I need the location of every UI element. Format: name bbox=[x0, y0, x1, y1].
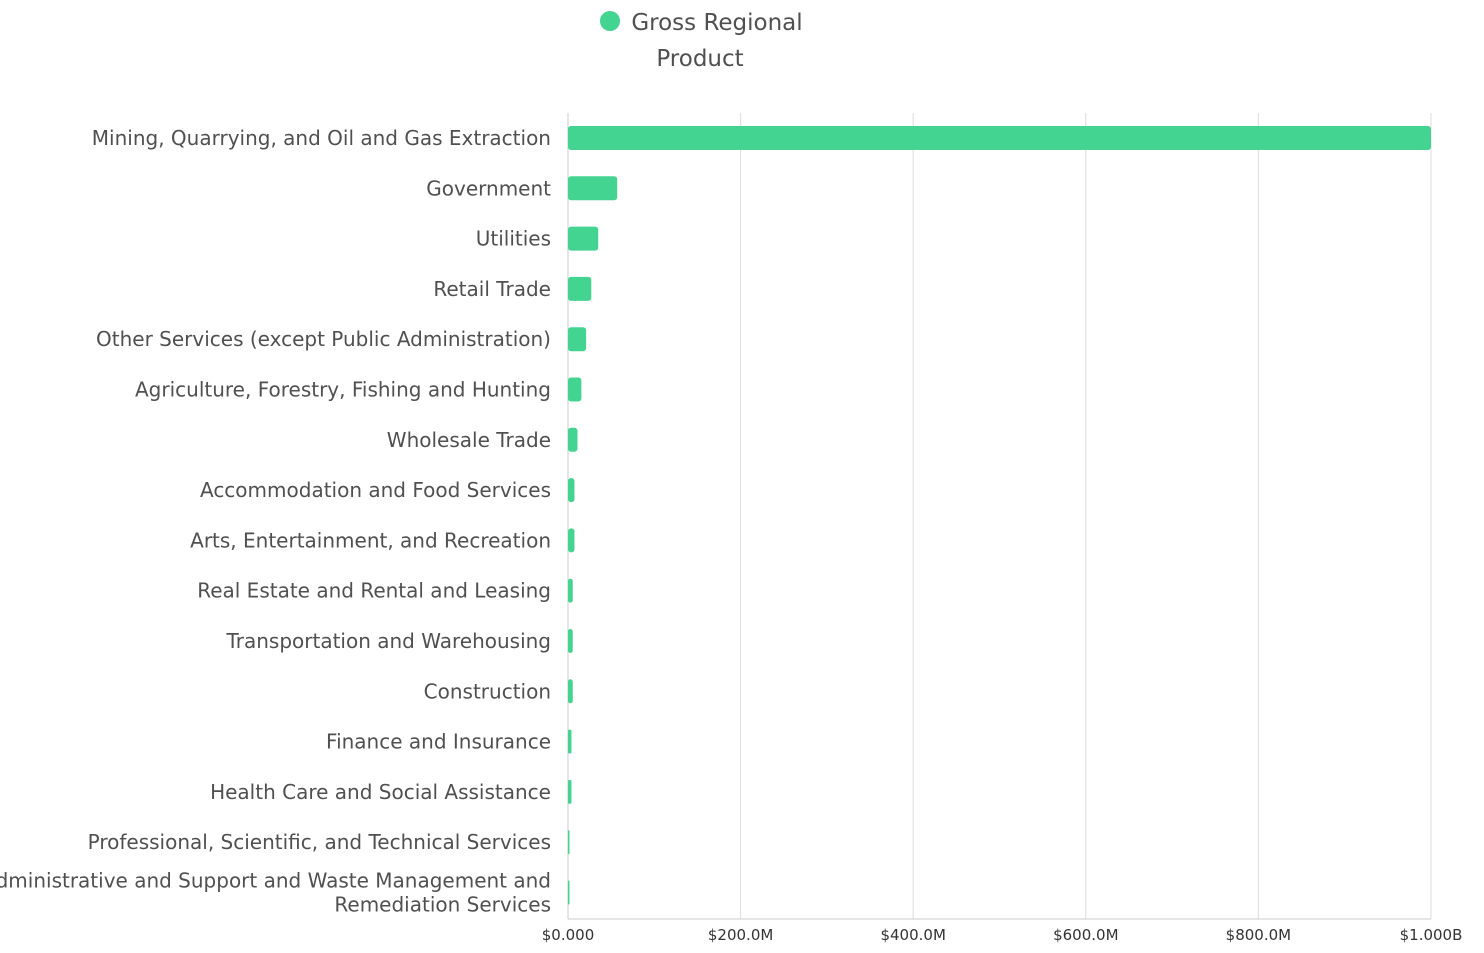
x-tick-label: $0.000 bbox=[542, 926, 595, 944]
bar[interactable] bbox=[568, 427, 578, 452]
category-labels: Mining, Quarrying, and Oil and Gas Extra… bbox=[0, 126, 551, 917]
bar[interactable] bbox=[568, 226, 599, 251]
bar[interactable] bbox=[568, 779, 572, 804]
bar[interactable] bbox=[568, 276, 592, 301]
legend-marker bbox=[600, 11, 620, 31]
category-label: Transportation and Warehousing bbox=[225, 629, 551, 653]
category-label: Real Estate and Rental and Leasing bbox=[197, 579, 551, 603]
x-tick-label: $1.000B bbox=[1400, 926, 1463, 944]
x-tick-label: $800.0M bbox=[1226, 926, 1291, 944]
bar[interactable] bbox=[568, 679, 573, 704]
bar[interactable] bbox=[568, 830, 570, 855]
category-label: Finance and Insurance bbox=[326, 730, 551, 754]
bar[interactable] bbox=[568, 176, 618, 201]
bar[interactable] bbox=[568, 327, 587, 352]
bar[interactable] bbox=[568, 478, 575, 503]
category-label: Mining, Quarrying, and Oil and Gas Extra… bbox=[92, 126, 551, 150]
x-axis-ticks: $0.000 $200.0M $400.0M $600.0M $800.0M $1.000… bbox=[542, 926, 1463, 944]
gridlines bbox=[567, 113, 1432, 920]
x-tick-label: $600.0M bbox=[1053, 926, 1118, 944]
category-label: Agriculture, Forestry, Fishing and Hunti… bbox=[135, 378, 551, 402]
x-tick-label: $400.0M bbox=[880, 926, 945, 944]
category-label: Other Services (except Public Administra… bbox=[96, 327, 551, 351]
bar[interactable] bbox=[568, 528, 575, 553]
category-label: Professional, Scientific, and Technical … bbox=[88, 830, 551, 854]
category-label: Administrative and Support and Waste Man… bbox=[0, 869, 551, 917]
legend-label: Gross Regional Product bbox=[631, 10, 802, 72]
category-label: Government bbox=[426, 176, 551, 200]
x-tick-label: $200.0M bbox=[708, 926, 773, 944]
bars bbox=[568, 126, 1431, 905]
bar[interactable] bbox=[568, 377, 582, 402]
bar[interactable] bbox=[568, 126, 1431, 150]
legend[interactable]: Gross Regional Product bbox=[600, 10, 803, 72]
category-label: Utilities bbox=[476, 227, 551, 251]
category-label: Retail Trade bbox=[433, 277, 551, 301]
category-label: Health Care and Social Assistance bbox=[210, 780, 551, 804]
category-label: Arts, Entertainment, and Recreation bbox=[190, 528, 551, 552]
bar[interactable] bbox=[568, 729, 572, 754]
category-label: Wholesale Trade bbox=[387, 428, 551, 452]
bar[interactable] bbox=[568, 578, 573, 603]
bar[interactable] bbox=[568, 629, 573, 653]
bar[interactable] bbox=[568, 880, 570, 905]
category-label: Construction bbox=[424, 679, 551, 703]
category-label: Accommodation and Food Services bbox=[200, 478, 551, 502]
